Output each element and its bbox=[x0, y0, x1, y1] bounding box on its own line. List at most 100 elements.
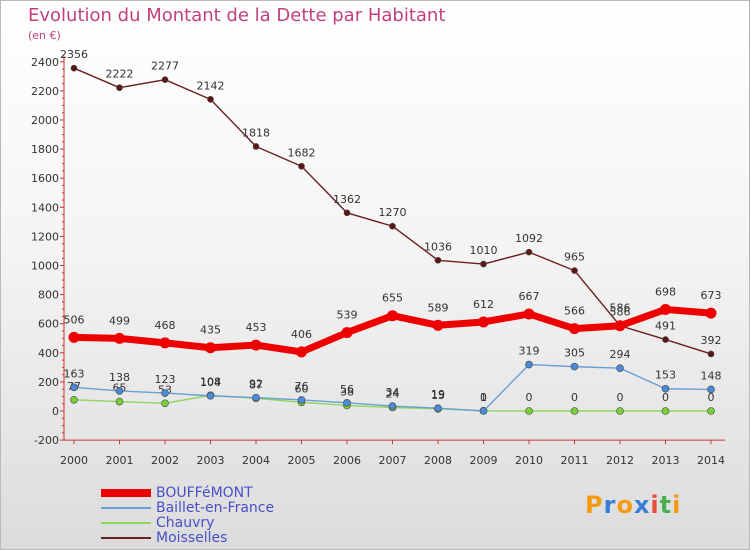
data-label-baillet-en-france: 92 bbox=[249, 378, 263, 391]
y-tick-label: 600 bbox=[38, 318, 59, 331]
x-tick-label: 2000 bbox=[60, 454, 88, 467]
x-tick-label: 2003 bbox=[197, 454, 225, 467]
data-label-moisselles: 1682 bbox=[288, 146, 316, 159]
data-label-bouff-mont: 673 bbox=[701, 289, 722, 302]
data-point-bouff-mont bbox=[68, 331, 80, 343]
y-tick-label: 2200 bbox=[31, 85, 59, 98]
data-label-baillet-en-france: 148 bbox=[701, 369, 722, 382]
data-label-moisselles: 586 bbox=[610, 306, 631, 319]
legend-label: BOUFFéMONT bbox=[156, 485, 253, 501]
data-point-moisselles bbox=[298, 162, 305, 170]
data-point-bouff-mont bbox=[523, 308, 535, 320]
logo-letter: i bbox=[650, 491, 660, 519]
data-point-moisselles bbox=[343, 209, 351, 217]
data-point-bouff-mont bbox=[250, 339, 262, 351]
data-point-moisselles bbox=[434, 256, 442, 264]
data-point-moisselles bbox=[252, 143, 260, 150]
data-label-chauvry: 24 bbox=[386, 388, 400, 401]
data-label-bouff-mont: 589 bbox=[428, 301, 449, 314]
legend-label: Moisselles bbox=[156, 530, 228, 546]
data-point-bouff-mont bbox=[159, 337, 171, 349]
x-tick-label: 2007 bbox=[379, 454, 407, 467]
data-label-chauvry: 108 bbox=[200, 375, 221, 388]
data-point-chauvry bbox=[570, 407, 579, 415]
x-tick-label: 2009 bbox=[470, 454, 498, 467]
data-label-moisselles: 965 bbox=[564, 251, 585, 264]
data-point-bouff-mont bbox=[614, 320, 626, 332]
data-label-chauvry: 1 bbox=[480, 391, 487, 404]
data-point-baillet-en-france bbox=[252, 393, 260, 402]
data-point-baillet-en-france bbox=[570, 362, 579, 371]
data-point-chauvry bbox=[616, 407, 624, 415]
legend-item: Baillet-en-France bbox=[101, 500, 361, 516]
x-tick-label: 2006 bbox=[333, 454, 361, 467]
data-point-chauvry bbox=[707, 407, 715, 415]
x-tick-label: 2002 bbox=[151, 454, 179, 467]
data-point-baillet-en-france bbox=[479, 407, 488, 415]
data-label-bouff-mont: 586 bbox=[610, 302, 631, 315]
data-point-baillet-en-france bbox=[161, 389, 169, 397]
data-label-moisselles: 2356 bbox=[60, 48, 88, 61]
data-point-bouff-mont bbox=[296, 346, 307, 358]
legend-swatch bbox=[101, 522, 151, 524]
data-point-moisselles bbox=[70, 64, 78, 72]
data-label-moisselles: 1010 bbox=[470, 244, 498, 257]
y-tick-label: 1200 bbox=[31, 230, 59, 243]
data-label-chauvry: 0 bbox=[571, 391, 578, 404]
logo-letter: P bbox=[585, 491, 604, 519]
data-point-chauvry bbox=[115, 397, 124, 406]
data-label-bouff-mont: 453 bbox=[246, 321, 267, 334]
data-label-baillet-en-france: 56 bbox=[340, 383, 354, 396]
data-label-baillet-en-france: 123 bbox=[155, 373, 176, 386]
data-label-chauvry: 0 bbox=[617, 391, 624, 404]
chart-legend: BOUFFéMONT Baillet-en-France Chauvry Moisse… bbox=[101, 485, 361, 546]
logo-letter: t bbox=[659, 491, 673, 519]
data-label-baillet-en-france: 104 bbox=[200, 376, 221, 389]
data-point-moisselles bbox=[116, 84, 123, 91]
data-point-moisselles bbox=[707, 350, 715, 358]
data-point-chauvry bbox=[525, 407, 533, 415]
data-point-baillet-en-france bbox=[343, 399, 351, 407]
data-label-moisselles: 2222 bbox=[106, 68, 134, 81]
data-label-moisselles: 2277 bbox=[151, 60, 179, 73]
data-point-bouff-mont bbox=[660, 303, 671, 315]
data-label-baillet-en-france: 319 bbox=[519, 345, 540, 358]
legend-swatch bbox=[101, 489, 151, 497]
data-label-moisselles: 491 bbox=[655, 320, 676, 333]
data-label-chauvry: 0 bbox=[708, 391, 715, 404]
data-point-chauvry bbox=[661, 407, 670, 415]
x-tick-label: 2014 bbox=[697, 454, 725, 467]
legend-swatch bbox=[101, 537, 151, 539]
data-point-bouff-mont bbox=[387, 310, 398, 322]
chart-unit: (en €) bbox=[28, 29, 61, 42]
x-tick-label: 2012 bbox=[606, 454, 634, 467]
y-tick-label: 200 bbox=[38, 376, 59, 389]
y-tick-label: 0 bbox=[52, 405, 59, 418]
legend-item: Moisselles bbox=[101, 530, 361, 546]
data-label-bouff-mont: 499 bbox=[109, 314, 130, 327]
data-label-bouff-mont: 667 bbox=[519, 290, 540, 303]
data-point-baillet-en-france bbox=[616, 364, 624, 373]
data-label-moisselles: 1092 bbox=[515, 232, 543, 245]
chart-title: Evolution du Montant de la Dette par Hab… bbox=[28, 5, 446, 26]
data-label-moisselles: 392 bbox=[701, 334, 722, 347]
legend-item: BOUFFéMONT bbox=[101, 485, 361, 501]
data-label-moisselles: 1362 bbox=[333, 193, 361, 206]
data-label-bouff-mont: 406 bbox=[291, 328, 312, 341]
data-label-baillet-en-france: 294 bbox=[610, 348, 631, 361]
data-label-moisselles: 1818 bbox=[242, 126, 270, 139]
legend-item: Chauvry bbox=[101, 515, 361, 531]
data-point-baillet-en-france bbox=[707, 385, 715, 394]
data-label-baillet-en-france: 0 bbox=[480, 391, 487, 404]
data-label-baillet-en-france: 138 bbox=[109, 371, 130, 384]
data-point-baillet-en-france bbox=[115, 387, 124, 395]
data-point-bouff-mont bbox=[114, 332, 125, 344]
data-label-chauvry: 87 bbox=[249, 378, 263, 391]
data-point-baillet-en-france bbox=[70, 383, 78, 392]
data-point-baillet-en-france bbox=[661, 384, 670, 393]
y-tick-label: 800 bbox=[38, 289, 59, 302]
data-point-moisselles bbox=[525, 248, 533, 256]
data-point-bouff-mont bbox=[705, 307, 717, 319]
